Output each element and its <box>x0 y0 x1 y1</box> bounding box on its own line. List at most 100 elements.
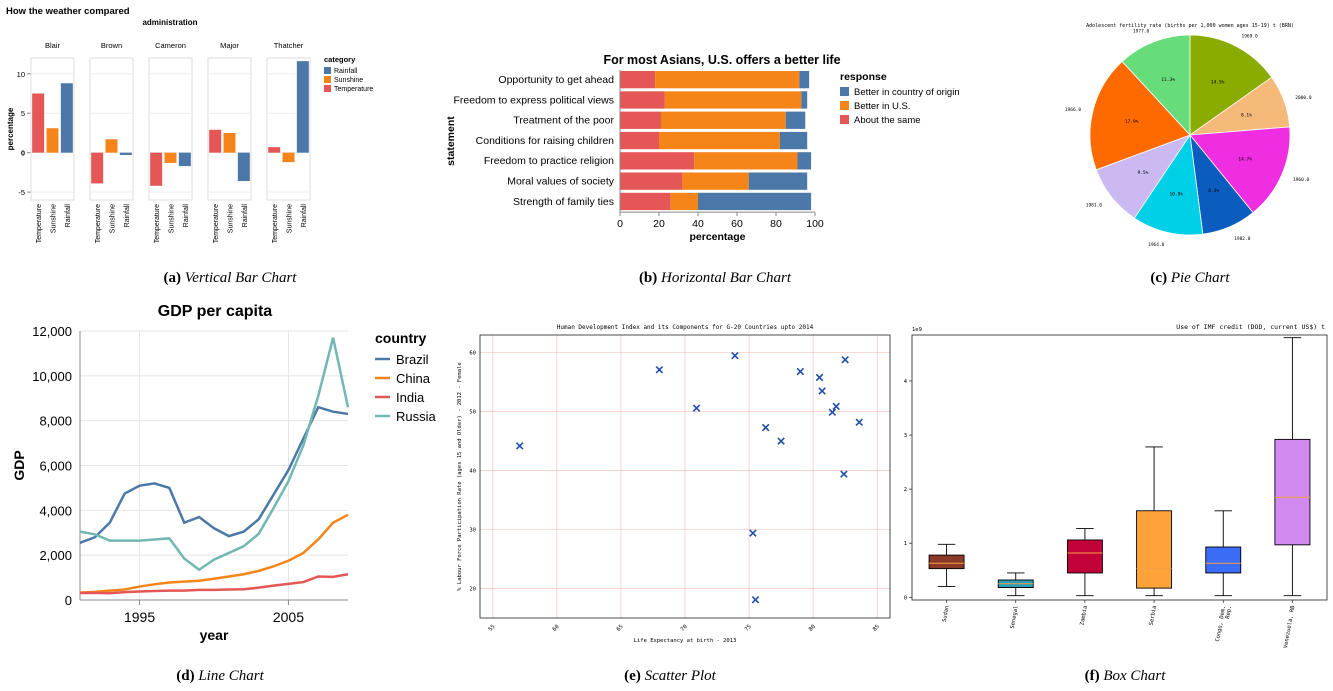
chart-e-y-tick-label: 40 <box>469 469 476 475</box>
chart-a-legend-label: Sunshine <box>334 77 363 84</box>
chart-f-x-tick-label: Senegal <box>1010 605 1020 629</box>
chart-a-y-tick-label: 10 <box>17 70 25 79</box>
chart-c-slice <box>1089 60 1191 171</box>
chart-b-y-tick-label: Conditions for raising children <box>476 135 614 147</box>
chart-c-title: Adolescent fertility rate (births per 1,… <box>1086 23 1294 29</box>
chart-f-box-5 <box>1274 438 1311 546</box>
chart-c-svg: Adolescent fertility rate (births per 1,… <box>1065 23 1312 248</box>
chart-c-slice-pct: 17.9% <box>1125 119 1139 125</box>
caption-b: (b) Horizontal Bar Chart <box>605 270 825 287</box>
caption-c-letter: (c) <box>1150 270 1168 286</box>
chart-a-legend-swatch <box>324 67 331 74</box>
chart-e-frame <box>479 334 891 619</box>
chart-d-y-label: GDP <box>11 450 27 480</box>
chart-b-bar-segment <box>801 91 808 109</box>
chart-a-y-label: percentage <box>6 107 15 150</box>
chart-b-horizontal-bar: For most Asians, U.S. offers a better li… <box>430 40 990 275</box>
chart-f-x-tick-label: Rep. <box>1225 605 1233 619</box>
chart-a-vertical-bar: How the weather compared administration 10… <box>0 0 390 275</box>
chart-d-line-brazil <box>79 405 349 545</box>
caption-a-text: Vertical Bar Chart <box>184 270 297 286</box>
chart-e-x-tick-label: 70 <box>680 624 689 633</box>
chart-f-y-tick-label: 4 <box>904 379 908 385</box>
chart-f-box: Use of IMF credit (DOD, current US$) t 1e… <box>895 315 1333 655</box>
chart-b-bar-segment <box>620 152 695 170</box>
chart-e-point <box>749 529 757 537</box>
caption-e: (e) Scatter Plot <box>585 668 755 685</box>
chart-d-line: GDP per capita 0 2,000 4,000 6,000 8,000 10,00… <box>0 295 450 650</box>
chart-b-y-label: statement <box>445 116 457 166</box>
chart-d-x-tick-label: 2005 <box>273 609 304 625</box>
chart-b-legend-swatch <box>840 87 849 96</box>
chart-e-point <box>655 366 664 374</box>
caption-f-letter: (f) <box>1084 668 1100 684</box>
chart-a-x-tick-label: Temperature <box>213 204 220 243</box>
chart-d-x-tick-label: 1995 <box>124 609 155 625</box>
chart-e-y-tick-label: 60 <box>469 351 476 357</box>
chart-a-bar-blair-rainfall <box>60 83 73 153</box>
chart-e-point <box>818 387 826 395</box>
chart-b-bar-segment <box>694 152 798 170</box>
chart-b-bar-segment <box>620 111 661 129</box>
chart-e-y-label: % Labour Force Participation Rate (ages … <box>457 362 463 590</box>
chart-b-bar-segment <box>779 131 808 150</box>
chart-b-x-tick-label: 0 <box>617 218 623 230</box>
chart-a-bar-blair-sunshine <box>46 128 59 153</box>
chart-c-slice <box>1189 34 1273 136</box>
chart-e-x-tick-label: 65 <box>616 624 625 633</box>
chart-e-y-tick-label: 50 <box>469 410 476 416</box>
chart-c-slice-label: 1964.0 <box>1148 242 1165 248</box>
chart-c-slice-label: 1982.0 <box>1234 236 1251 242</box>
chart-e-point <box>515 442 524 450</box>
chart-a-y-tick-label: -5 <box>18 188 25 197</box>
chart-a-x-tick-label: Sunshine <box>287 204 294 233</box>
chart-e-point <box>761 423 770 432</box>
caption-c-text: Pie Chart <box>1170 270 1230 286</box>
chart-a-facet-frame <box>89 57 134 201</box>
chart-a-y-tick-label: 0 <box>21 149 25 158</box>
chart-b-x-tick-label: 80 <box>770 218 782 230</box>
chart-c-slice-pct: 14.5% <box>1211 80 1225 86</box>
chart-a-bar-cameron-temperature <box>150 152 163 186</box>
chart-a-facet-frame <box>207 57 252 201</box>
chart-d-y-tick-label: 2,000 <box>39 548 72 563</box>
chart-b-y-tick-label: Treatment of the poor <box>513 115 614 127</box>
chart-b-legend-label: Better in country of origin <box>854 87 960 98</box>
chart-f-title: Use of IMF credit (DOD, current US$) t <box>1176 323 1325 331</box>
caption-e-text: Scatter Plot <box>644 668 716 684</box>
chart-f-y-tick-label: 3 <box>904 433 907 439</box>
caption-d-text: Line Chart <box>198 668 264 684</box>
caption-b-text: Horizontal Bar Chart <box>661 270 792 286</box>
chart-f-svg: Use of IMF credit (DOD, current US$) t 1e… <box>904 323 1328 649</box>
chart-a-x-tick-label: Temperature <box>272 204 279 243</box>
caption-f-text: Box Chart <box>1103 668 1166 684</box>
chart-e-point <box>731 351 739 360</box>
chart-a-bar-blair-temperature <box>32 93 45 153</box>
chart-d-y-tick-label: 10,000 <box>32 369 72 384</box>
chart-c-slice-pct: 8.4% <box>1208 188 1219 194</box>
caption-d-letter: (d) <box>176 668 195 684</box>
chart-d-title: GDP per capita <box>158 303 273 320</box>
chart-d-line-russia <box>79 337 350 572</box>
chart-d-y-tick-label: 12,000 <box>32 324 72 339</box>
chart-c-slice-label: 1960.0 <box>1293 177 1310 183</box>
chart-b-legend-swatch <box>840 101 849 110</box>
chart-b-bar-segment <box>620 131 659 150</box>
chart-b-x-tick-label: 40 <box>692 218 704 230</box>
chart-e-y-tick-label: 30 <box>469 528 476 534</box>
chart-e-x-tick-label: 85 <box>872 624 881 633</box>
chart-a-x-tick-label: Rainfall <box>124 204 131 228</box>
chart-e-point <box>751 595 760 604</box>
chart-a-x-tick-label: Rainfall <box>242 204 249 228</box>
chart-a-bar-brown-temperature <box>91 152 104 184</box>
chart-e-point <box>828 408 837 417</box>
chart-b-x-tick-label: 60 <box>731 218 743 230</box>
chart-e-point <box>777 437 785 445</box>
chart-a-bar-thatcher-sunshine <box>282 152 295 163</box>
chart-c-slice-pct: 11.3% <box>1161 77 1175 83</box>
chart-a-x-tick-label: Sunshine <box>228 204 235 233</box>
chart-e-x-tick-label: 75 <box>744 624 753 633</box>
chart-e-x-label: Life Expectancy at birth - 2013 <box>634 638 737 644</box>
chart-a-legend-swatch <box>324 76 331 83</box>
chart-b-bar-segment <box>620 172 683 190</box>
